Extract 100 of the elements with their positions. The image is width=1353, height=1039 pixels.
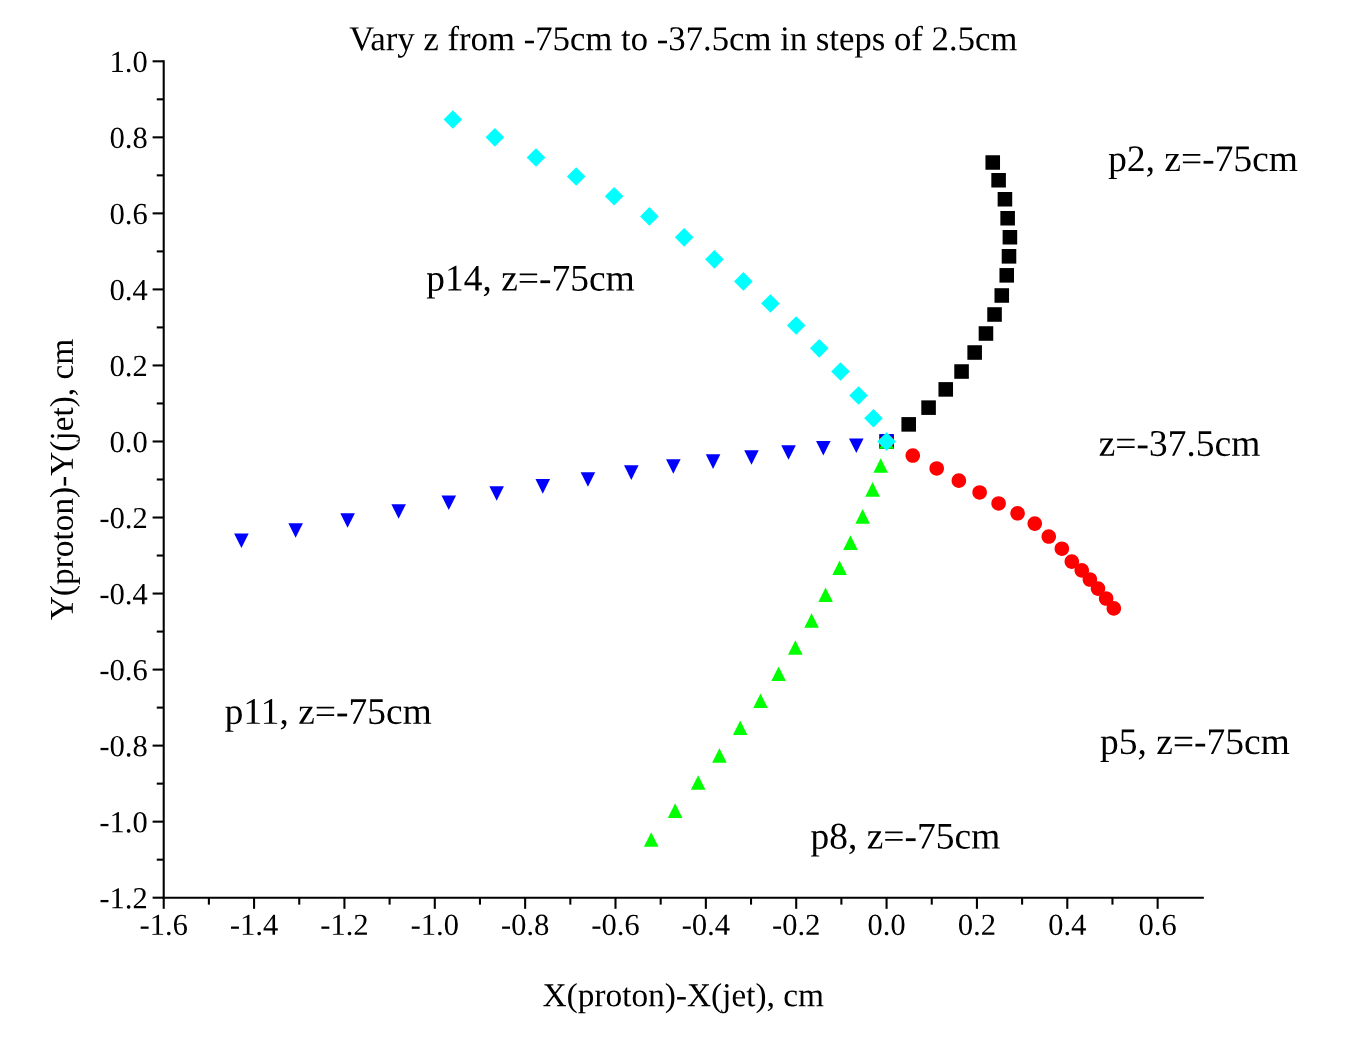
annotation: p14, z=-75cm xyxy=(426,265,635,299)
point xyxy=(753,693,768,709)
point xyxy=(991,496,1006,511)
point xyxy=(391,504,406,519)
y-tick-label: 0.2 xyxy=(110,355,147,377)
y-tick-label: -0.2 xyxy=(100,507,147,529)
x-tick-label: -0.8 xyxy=(502,914,549,936)
point xyxy=(901,417,916,432)
x-tick-label: -0.4 xyxy=(682,914,730,936)
point xyxy=(938,382,954,397)
y-tick-label: -1.2 xyxy=(100,888,147,909)
point xyxy=(849,438,864,453)
point xyxy=(1074,563,1090,578)
x-tick-label: -1.6 xyxy=(140,914,187,936)
x-tick-label: -1.0 xyxy=(411,914,458,936)
point xyxy=(864,408,883,428)
y-axis-title: Y(proton)-Y(jet), cm xyxy=(49,339,80,620)
point xyxy=(441,495,457,510)
point xyxy=(535,479,551,494)
x-tick-label: -0.6 xyxy=(592,914,639,936)
point xyxy=(732,720,748,736)
point xyxy=(1002,230,1018,245)
point xyxy=(1064,554,1080,569)
x-tick-label: -0.2 xyxy=(773,914,819,936)
point xyxy=(929,461,944,476)
point xyxy=(566,167,586,186)
point xyxy=(734,272,753,291)
point xyxy=(855,509,870,524)
point xyxy=(816,441,831,456)
point xyxy=(1001,249,1017,264)
point xyxy=(804,613,819,628)
point xyxy=(1054,541,1070,556)
y-tick-label: -0.6 xyxy=(100,659,147,681)
y-tick-label: 0.4 xyxy=(110,279,148,301)
point xyxy=(489,486,504,501)
point xyxy=(921,400,936,415)
point xyxy=(288,523,303,538)
x-tick-label: 0.0 xyxy=(868,914,905,936)
point xyxy=(997,192,1013,207)
point xyxy=(443,110,463,129)
x-tick-label: 0.2 xyxy=(958,914,995,936)
x-tick-label: 0.6 xyxy=(1139,914,1176,936)
point xyxy=(666,459,681,474)
point xyxy=(843,535,858,550)
point xyxy=(744,450,759,465)
point xyxy=(604,186,624,206)
point xyxy=(526,148,546,167)
point xyxy=(788,640,803,655)
annotation: p5, z=-75cm xyxy=(1100,729,1290,762)
point xyxy=(991,173,1006,188)
point xyxy=(818,587,833,602)
point xyxy=(340,513,355,528)
point xyxy=(951,473,967,488)
point xyxy=(865,482,880,497)
point xyxy=(905,448,921,463)
point xyxy=(674,228,694,247)
point xyxy=(1010,506,1025,521)
point xyxy=(761,294,780,313)
x-tick-label: -1.2 xyxy=(321,914,367,936)
point xyxy=(624,465,639,480)
point xyxy=(1000,211,1015,226)
point xyxy=(640,207,659,226)
y-tick-label: 0.6 xyxy=(110,203,147,225)
point xyxy=(690,775,706,790)
point xyxy=(771,666,786,682)
point xyxy=(967,345,982,360)
point xyxy=(954,364,969,379)
point xyxy=(999,268,1015,283)
point xyxy=(781,445,796,460)
point xyxy=(978,326,994,341)
point xyxy=(985,155,1001,170)
point xyxy=(849,386,868,405)
point xyxy=(873,458,888,473)
annotation: p2, z=-75cm xyxy=(1108,146,1298,180)
x-tick-label: -1.4 xyxy=(231,914,278,936)
point xyxy=(712,748,727,763)
y-tick-label: 0.8 xyxy=(110,127,147,149)
point xyxy=(580,472,596,487)
point xyxy=(234,533,249,548)
point xyxy=(1098,591,1114,606)
point xyxy=(831,362,850,381)
point xyxy=(667,803,683,818)
annotation: p8, z=-75cm xyxy=(811,823,1000,857)
y-tick-label: 0.0 xyxy=(110,431,147,453)
point xyxy=(1082,572,1098,587)
point xyxy=(832,560,847,575)
point xyxy=(485,128,505,147)
point xyxy=(809,339,829,358)
point xyxy=(705,454,721,469)
annotation: p11, z=-75cm xyxy=(225,699,432,732)
point xyxy=(1106,601,1122,616)
y-tick-label: -0.4 xyxy=(100,583,148,605)
point xyxy=(987,307,1002,322)
point xyxy=(1041,529,1057,544)
point xyxy=(643,832,659,847)
point xyxy=(1090,581,1106,596)
x-tick-label: 0.4 xyxy=(1049,914,1086,936)
point xyxy=(705,250,724,269)
point xyxy=(1027,516,1043,531)
x-axis-title: X(proton)-X(jet), cm xyxy=(543,983,824,1014)
